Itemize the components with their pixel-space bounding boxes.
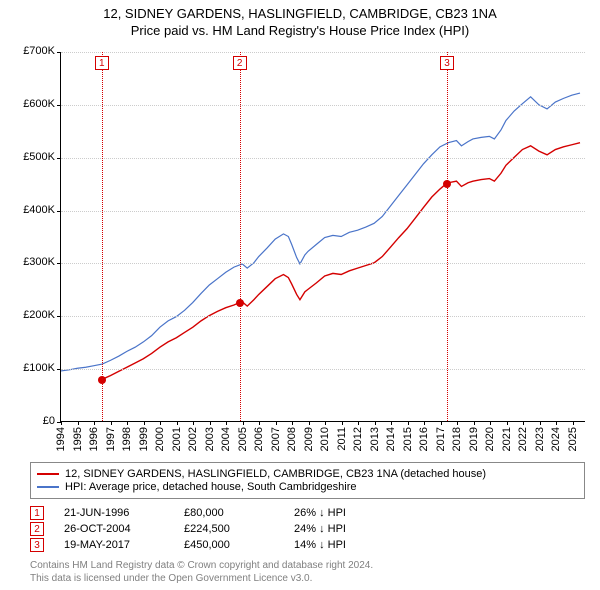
chart-legend: 12, SIDNEY GARDENS, HASLINGFIELD, CAMBRI… (30, 462, 585, 499)
chart-plot-area: £0£100K£200K£300K£400K£500K£600K£700K199… (60, 52, 585, 422)
x-tick-label: 2019 (468, 427, 480, 451)
footer-line1: Contains HM Land Registry data © Crown c… (30, 560, 373, 573)
legend-swatch-property (37, 473, 59, 475)
event-marker-top-2: 2 (233, 56, 247, 70)
y-tick-label: £200K (23, 309, 55, 321)
x-tick-label: 2002 (187, 427, 199, 451)
y-tick-label: £100K (23, 362, 55, 374)
x-tick-label: 2021 (501, 427, 513, 451)
event-row-2: 2 26-OCT-2004 £224,500 24% ↓ HPI (30, 522, 394, 536)
event-dot-3 (443, 180, 451, 188)
series-line-hpi (61, 93, 580, 371)
x-tick-label: 2024 (550, 427, 562, 451)
legend-row-property: 12, SIDNEY GARDENS, HASLINGFIELD, CAMBRI… (37, 468, 578, 480)
x-tick-label: 2023 (534, 427, 546, 451)
events-table: 1 21-JUN-1996 £80,000 26% ↓ HPI 2 26-OCT… (30, 504, 394, 554)
x-tick-label: 2003 (204, 427, 216, 451)
event-row-1: 1 21-JUN-1996 £80,000 26% ↓ HPI (30, 506, 394, 520)
x-tick-label: 1997 (105, 427, 117, 451)
event-delta-3: 14% ↓ HPI (294, 539, 394, 551)
footer-attribution: Contains HM Land Registry data © Crown c… (30, 560, 373, 585)
x-tick-label: 2018 (451, 427, 463, 451)
series-line-property (102, 143, 580, 379)
event-marker-3: 3 (30, 538, 44, 552)
event-marker-2: 2 (30, 522, 44, 536)
event-dot-2 (236, 299, 244, 307)
x-tick-label: 2016 (418, 427, 430, 451)
legend-swatch-hpi (37, 486, 59, 488)
event-row-3: 3 19-MAY-2017 £450,000 14% ↓ HPI (30, 538, 394, 552)
y-tick-label: £400K (23, 204, 55, 216)
legend-label-hpi: HPI: Average price, detached house, Sout… (65, 481, 356, 493)
x-tick-label: 1996 (88, 427, 100, 451)
event-delta-1: 26% ↓ HPI (294, 507, 394, 519)
event-vline-1 (102, 52, 103, 421)
x-tick-label: 2004 (220, 427, 232, 451)
event-price-3: £450,000 (184, 539, 274, 551)
event-date-1: 21-JUN-1996 (64, 507, 164, 519)
event-dot-1 (98, 376, 106, 384)
legend-label-property: 12, SIDNEY GARDENS, HASLINGFIELD, CAMBRI… (65, 468, 486, 480)
legend-row-hpi: HPI: Average price, detached house, Sout… (37, 481, 578, 493)
event-vline-3 (447, 52, 448, 421)
x-tick-label: 1998 (121, 427, 133, 451)
y-tick-label: £300K (23, 256, 55, 268)
y-tick-label: £700K (23, 45, 55, 57)
x-tick-label: 1995 (72, 427, 84, 451)
x-tick-label: 2008 (286, 427, 298, 451)
y-tick-label: £600K (23, 98, 55, 110)
event-price-1: £80,000 (184, 507, 274, 519)
x-tick-label: 2012 (352, 427, 364, 451)
event-date-2: 26-OCT-2004 (64, 523, 164, 535)
x-tick-label: 1999 (138, 427, 150, 451)
x-tick-label: 2009 (303, 427, 315, 451)
x-tick-label: 2015 (402, 427, 414, 451)
event-vline-2 (240, 52, 241, 421)
event-date-3: 19-MAY-2017 (64, 539, 164, 551)
footer-line2: This data is licensed under the Open Gov… (30, 573, 373, 586)
chart-title-line1: 12, SIDNEY GARDENS, HASLINGFIELD, CAMBRI… (0, 6, 600, 23)
x-tick-label: 2007 (270, 427, 282, 451)
event-marker-top-3: 3 (440, 56, 454, 70)
y-tick-label: £500K (23, 151, 55, 163)
x-tick-label: 2013 (369, 427, 381, 451)
event-price-2: £224,500 (184, 523, 274, 535)
x-tick-label: 2025 (567, 427, 579, 451)
x-tick-label: 2010 (319, 427, 331, 451)
x-tick-label: 2017 (435, 427, 447, 451)
x-tick-label: 2020 (484, 427, 496, 451)
x-tick-label: 2000 (154, 427, 166, 451)
x-tick-label: 2005 (237, 427, 249, 451)
y-tick-label: £0 (43, 415, 55, 427)
x-tick-label: 2001 (171, 427, 183, 451)
chart-svg (61, 52, 585, 421)
x-tick-label: 1994 (55, 427, 67, 451)
event-marker-1: 1 (30, 506, 44, 520)
event-delta-2: 24% ↓ HPI (294, 523, 394, 535)
x-tick-label: 2006 (253, 427, 265, 451)
x-tick-label: 2014 (385, 427, 397, 451)
event-marker-top-1: 1 (95, 56, 109, 70)
x-tick-label: 2022 (517, 427, 529, 451)
x-tick-label: 2011 (336, 427, 348, 451)
chart-title-line2: Price paid vs. HM Land Registry's House … (0, 23, 600, 40)
chart-title-block: 12, SIDNEY GARDENS, HASLINGFIELD, CAMBRI… (0, 0, 600, 40)
